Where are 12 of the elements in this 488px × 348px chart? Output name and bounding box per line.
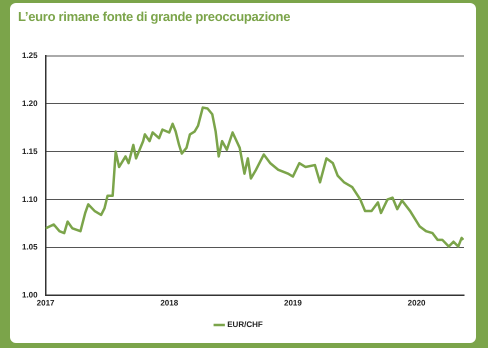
- legend-label: EUR/CHF: [227, 320, 263, 330]
- chart-title: L’euro rimane fonte di grande preoccupazione: [18, 9, 290, 24]
- y-tick-label: 1.20: [22, 98, 38, 108]
- x-tick-label: 2019: [284, 298, 302, 308]
- x-tick-label: 2020: [408, 298, 426, 308]
- x-tick-label: 2018: [160, 298, 179, 308]
- x-tick-label: 2017: [36, 298, 56, 308]
- y-tick-label: 1.25: [22, 51, 38, 60]
- y-tick-label: 1.15: [22, 146, 38, 156]
- y-tick-label: 1.00: [22, 290, 38, 300]
- y-tick-label: 1.05: [22, 242, 38, 252]
- y-tick-label: 1.10: [22, 194, 38, 204]
